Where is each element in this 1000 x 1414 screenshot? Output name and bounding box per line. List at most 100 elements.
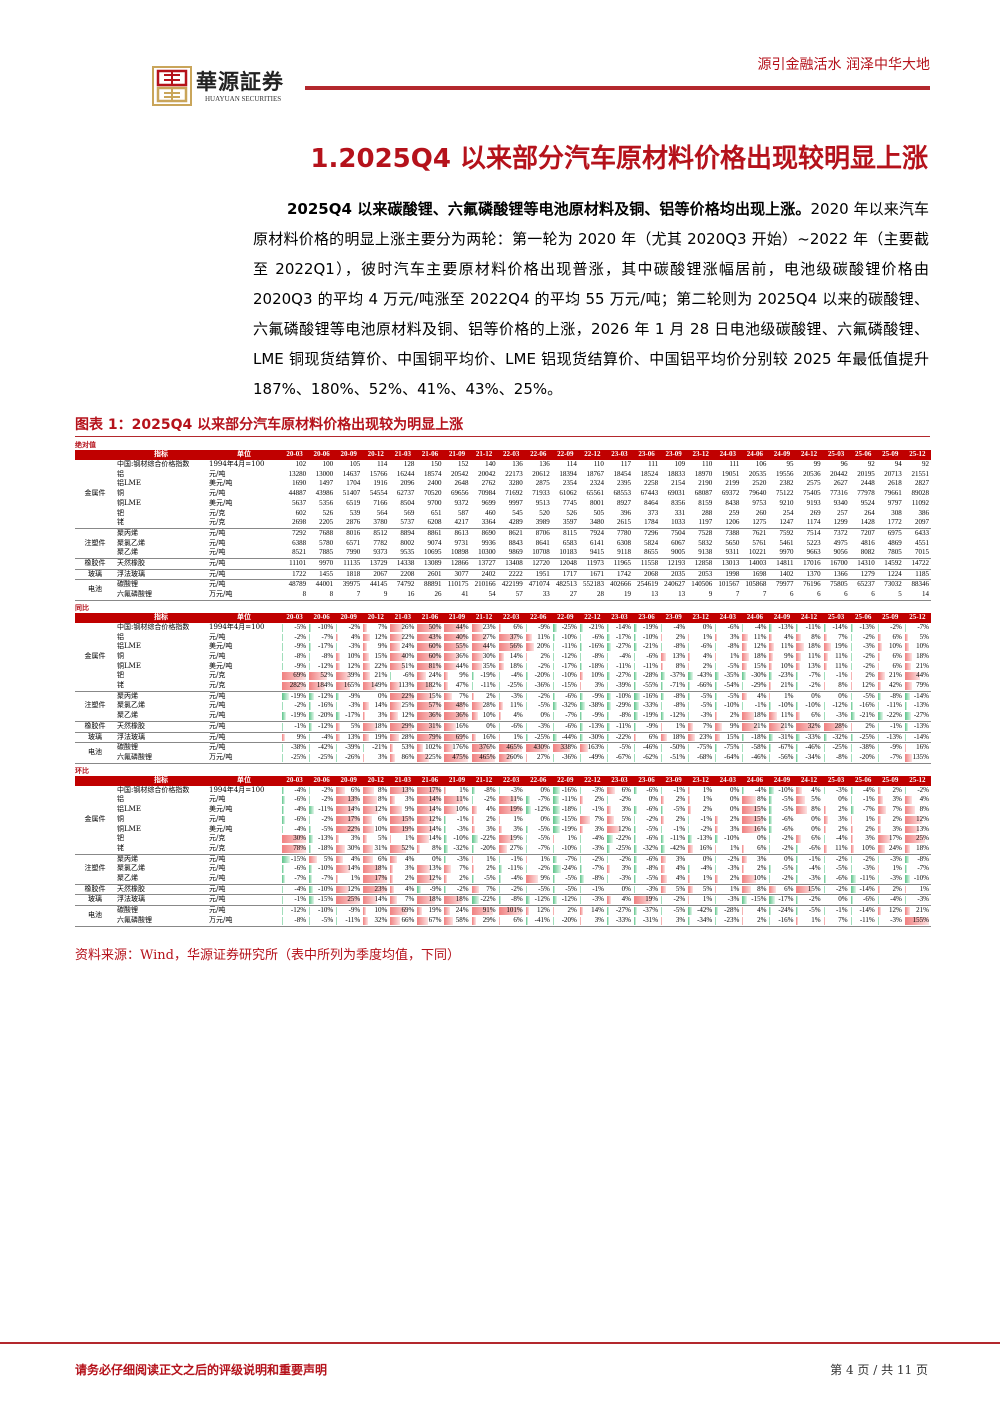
value-text: 176% bbox=[452, 743, 469, 752]
header-blank bbox=[75, 612, 115, 623]
header-period: 25-12 bbox=[903, 450, 931, 460]
value-text: -3% bbox=[917, 895, 929, 904]
value-text: 61062 bbox=[559, 489, 577, 498]
value-cell: 10695 bbox=[416, 548, 443, 558]
negative-data-bar bbox=[769, 896, 775, 905]
table-row: 铝元/吨 -6% -2% 13% 8% 3% 14% 11% -2% 11% -7% -11% 2% -2… bbox=[75, 795, 931, 805]
value-cell: 36% bbox=[443, 652, 470, 662]
value-cell: 257 bbox=[823, 509, 850, 519]
value-cell: -22% bbox=[877, 711, 904, 721]
positive-data-bar bbox=[877, 652, 881, 661]
value-text: 13 bbox=[651, 590, 659, 599]
value-text: 373 bbox=[647, 508, 659, 517]
value-text: 4975 bbox=[833, 538, 848, 547]
value-cell: -37% bbox=[660, 671, 687, 681]
value-text: 9311 bbox=[725, 548, 740, 557]
positive-data-bar bbox=[444, 896, 462, 905]
table-row: 铜LME 美元/吨 -4% -5% 22% 10% 19% 14% -3% 3% 3% -5% -19%… bbox=[75, 825, 931, 835]
positive-data-bar bbox=[471, 815, 475, 824]
value-text: -1% bbox=[754, 701, 767, 710]
positive-data-bar bbox=[661, 916, 663, 925]
value-cell: 1% bbox=[552, 834, 579, 844]
value-cell: -2% bbox=[525, 864, 552, 874]
value-text: -4% bbox=[835, 834, 848, 843]
value-cell: 77316 bbox=[823, 489, 850, 499]
value-text: 2258 bbox=[644, 479, 659, 488]
value-text: -7% bbox=[917, 622, 929, 631]
positive-data-bar bbox=[444, 916, 454, 925]
value-text: 52% bbox=[401, 843, 415, 852]
value-cell: -4% bbox=[850, 786, 877, 796]
value-text: -6% bbox=[646, 854, 659, 863]
value-cell: -27% bbox=[605, 905, 634, 916]
value-cell: 7% bbox=[823, 633, 850, 643]
value-text: 12% bbox=[861, 681, 875, 690]
positive-data-bar bbox=[444, 662, 458, 671]
value-cell: 32% bbox=[795, 720, 823, 733]
value-text: 111 bbox=[648, 460, 659, 468]
value-text: 2% bbox=[486, 864, 496, 873]
value-cell: -2% bbox=[795, 681, 822, 691]
value-cell: 3% bbox=[823, 815, 850, 825]
value-cell: 0% bbox=[795, 690, 823, 702]
value-cell: 7% bbox=[877, 805, 904, 815]
value-cell: 106 bbox=[741, 460, 768, 470]
value-text: 27 bbox=[569, 590, 577, 599]
positive-data-bar bbox=[661, 633, 663, 642]
value-cell: -31% bbox=[633, 916, 660, 926]
value-cell: -2% bbox=[849, 853, 877, 865]
value-cell: 15766 bbox=[362, 470, 389, 480]
positive-data-bar bbox=[390, 855, 397, 864]
value-cell: 19556 bbox=[768, 470, 795, 480]
value-cell: 2% bbox=[876, 883, 904, 895]
negative-data-bar bbox=[634, 633, 636, 642]
indicator-name: 碳酸锂 bbox=[115, 742, 207, 753]
value-cell: -2% bbox=[578, 853, 606, 865]
value-cell: 564 bbox=[362, 509, 389, 519]
negative-data-bar bbox=[282, 722, 284, 731]
table-row: 聚氯乙烯 元/吨 -2% -16% -3% 14% 25% 57% 48% 28% 11% -5% -3… bbox=[75, 701, 931, 711]
value-text: -22% bbox=[886, 711, 902, 720]
value-cell: 0% bbox=[362, 690, 390, 702]
value-cell: -5% bbox=[524, 883, 552, 895]
negative-data-bar bbox=[823, 786, 825, 795]
value-cell: 14% bbox=[362, 894, 390, 906]
value-cell: -8% bbox=[903, 853, 931, 865]
value-cell: 78% bbox=[281, 844, 308, 854]
value-text: 1428 bbox=[860, 518, 875, 527]
negative-data-bar bbox=[282, 633, 284, 642]
value-text: -6% bbox=[646, 651, 659, 660]
value-cell: 2% bbox=[877, 786, 904, 796]
value-text: 5% bbox=[377, 834, 388, 843]
positive-data-bar bbox=[850, 835, 854, 843]
value-cell: -1% bbox=[660, 786, 687, 796]
value-cell: 88346 bbox=[903, 579, 931, 591]
value-cell: -5% bbox=[687, 701, 714, 711]
value-text: 7990 bbox=[346, 548, 361, 557]
value-cell: -5% bbox=[308, 825, 335, 835]
value-text: 23% bbox=[374, 884, 388, 893]
positive-data-bar bbox=[877, 672, 885, 681]
value-text: 7924 bbox=[589, 528, 604, 537]
value-cell: 15% bbox=[741, 815, 768, 825]
negative-data-bar bbox=[796, 896, 798, 905]
negative-data-bar bbox=[634, 702, 639, 711]
value-text: 36% bbox=[455, 711, 469, 720]
value-cell: 30% bbox=[471, 652, 498, 662]
positive-data-bar bbox=[363, 835, 368, 843]
positive-data-bar bbox=[742, 855, 748, 864]
positive-data-bar bbox=[661, 652, 667, 661]
value-cell: -6% bbox=[281, 795, 308, 805]
value-text: 1% bbox=[702, 795, 713, 804]
negative-data-bar bbox=[796, 753, 798, 762]
value-text: 8690 bbox=[481, 528, 496, 537]
value-cell: 8115 bbox=[551, 527, 579, 539]
negative-data-bar bbox=[525, 796, 530, 805]
value-text: -13% bbox=[317, 834, 334, 843]
value-cell: 13013 bbox=[714, 558, 742, 570]
positive-data-bar bbox=[661, 865, 666, 874]
value-cell: 0% bbox=[768, 853, 796, 865]
value-cell: 4% bbox=[795, 786, 822, 796]
negative-data-bar bbox=[606, 855, 609, 864]
value-text: 13000 bbox=[315, 469, 334, 478]
